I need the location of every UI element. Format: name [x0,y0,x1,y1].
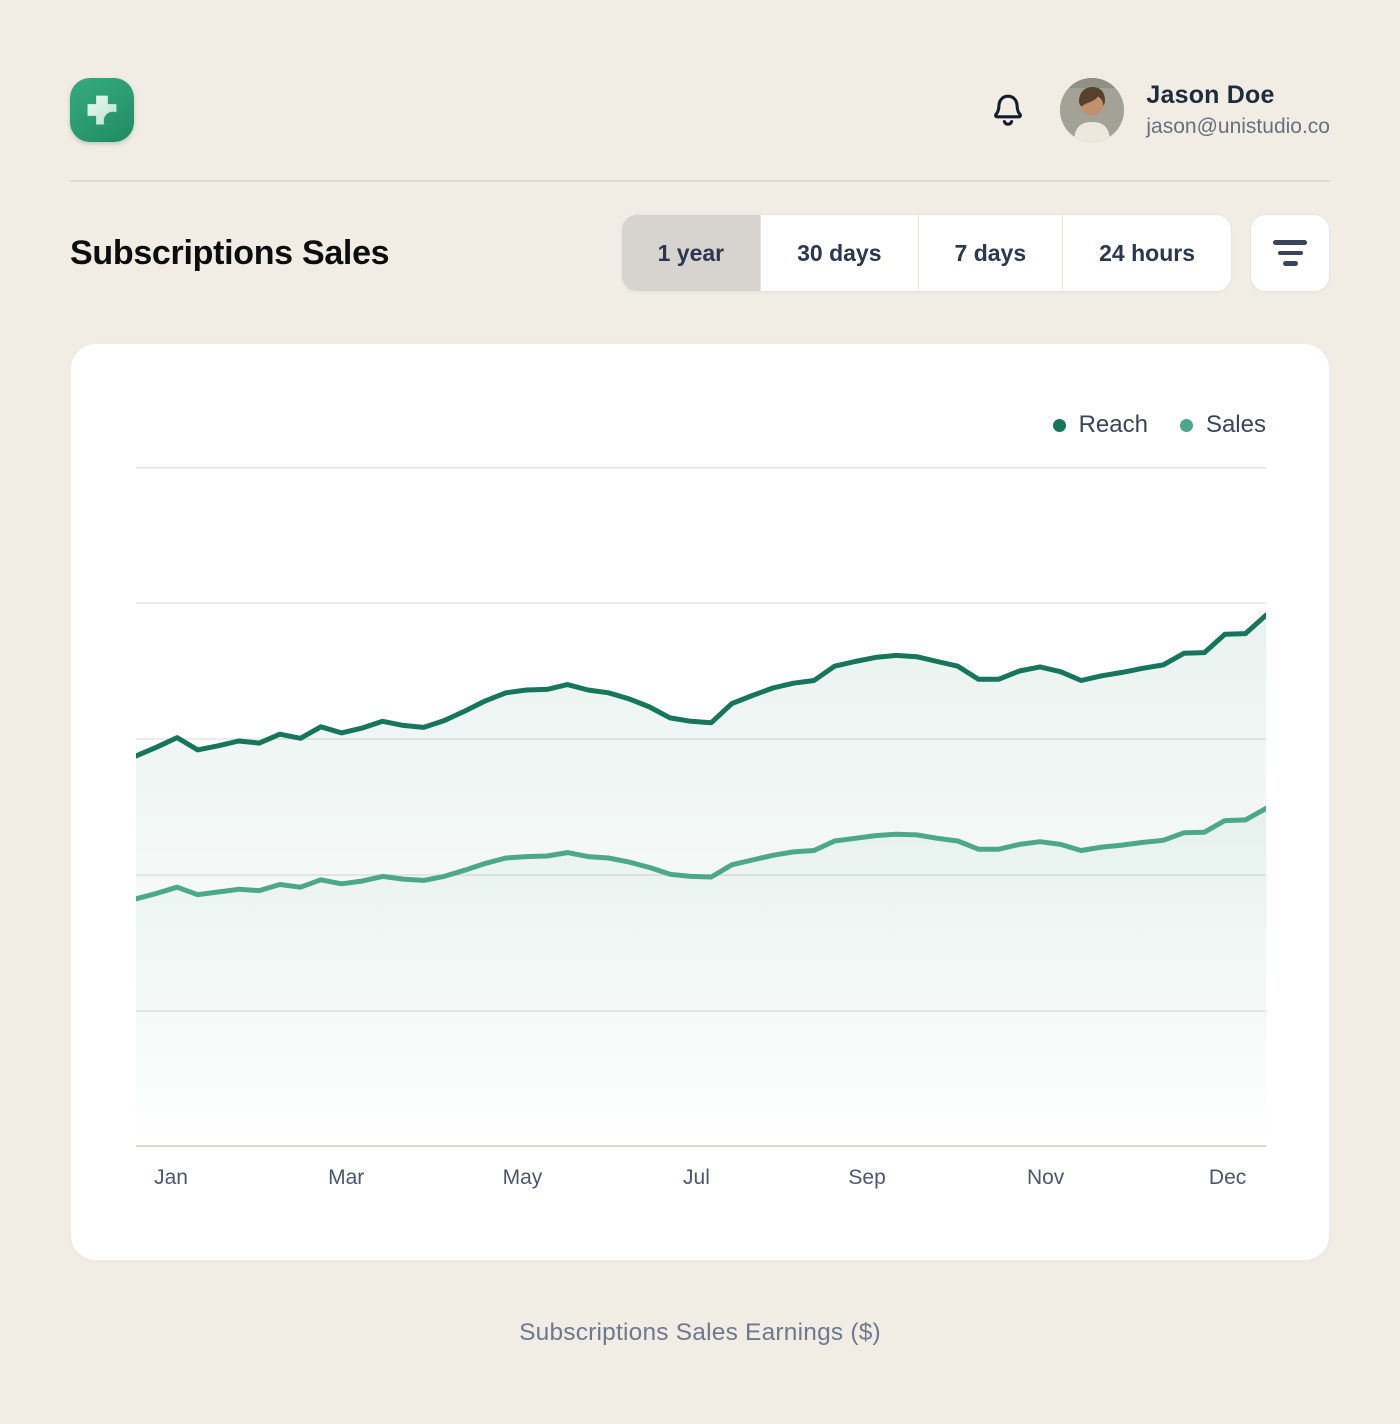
range-tab-24-hours[interactable]: 24 hours [1062,215,1231,291]
chart-card: Reach Sales Jan Mar May Jul Sep Nov Dec [70,343,1330,1261]
chart-plot-area [136,467,1266,1147]
filter-button[interactable] [1250,214,1330,292]
chart-legend: Reach Sales [1052,411,1266,439]
range-tab-1-year[interactable]: 1 year [621,215,761,291]
header-divider [70,180,1330,182]
range-tab-30-days[interactable]: 30 days [760,215,917,291]
range-tabs: 1 year 30 days 7 days 24 hours [620,214,1232,292]
x-tick-jul: Jul [683,1166,710,1189]
line-sales [136,805,1266,902]
filter-lines-icon [1282,261,1298,266]
legend-dot-reach [1052,418,1066,432]
avatar-photo [1060,78,1125,142]
x-tick-jan: Jan [154,1166,188,1189]
page-title: Subscriptions Sales [70,233,390,272]
x-axis: Jan Mar May Jul Sep Nov Dec [136,1166,1266,1196]
filter-lines-icon [1273,240,1307,245]
legend-dot-sales [1179,418,1193,432]
area-fill-sales [136,808,1266,1147]
legend-label: Sales [1205,411,1266,438]
notifications-button[interactable] [988,88,1028,132]
range-tab-7-days[interactable]: 7 days [917,215,1063,291]
plus-logo-icon [80,88,124,132]
user-avatar[interactable] [1060,78,1125,142]
chart-caption: Subscriptions Sales Earnings ($) [519,1319,881,1346]
legend-item-reach[interactable]: Reach [1052,411,1148,439]
x-tick-dec: Dec [1208,1166,1247,1189]
user-info: Jason Doe jason@unistudio.co [1146,81,1330,139]
app-header: Jason Doe jason@unistudio.co [0,0,1400,142]
x-tick-may: May [502,1166,543,1189]
legend-item-sales[interactable]: Sales [1179,411,1266,439]
legend-label: Reach [1078,411,1148,438]
x-tick-sep: Sep [848,1166,886,1189]
title-row: Subscriptions Sales 1 year 30 days 7 days 2… [70,214,1330,292]
chart-svg [136,467,1266,1147]
user-name: Jason Doe [1146,81,1275,109]
x-tick-mar: Mar [328,1166,365,1189]
line-reach [136,612,1266,759]
chart-controls: 1 year 30 days 7 days 24 hours [620,214,1330,292]
app-logo[interactable] [70,78,134,142]
filter-lines-icon [1277,250,1303,256]
bell-icon [994,94,1023,126]
user-email: jason@unistudio.co [1146,115,1330,138]
x-tick-nov: Nov [1026,1166,1065,1189]
